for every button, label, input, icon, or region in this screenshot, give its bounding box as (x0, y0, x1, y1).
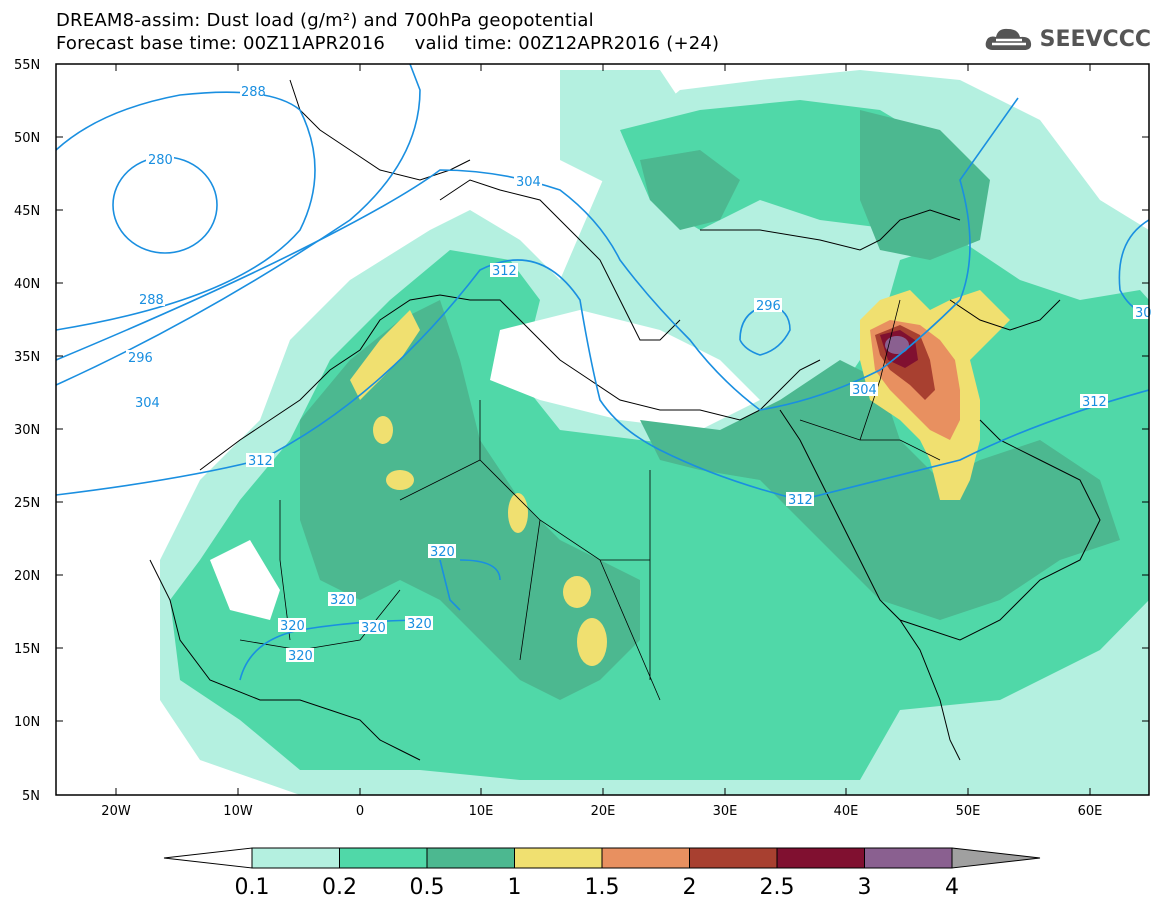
colorbar-label: 0.1 (235, 875, 270, 900)
contour-label: 30 (1135, 306, 1152, 321)
lon-label: 40E (834, 804, 859, 819)
lat-label: 35N (14, 350, 40, 365)
lat-label: 45N (14, 204, 40, 219)
colorbar-segment (251, 847, 340, 869)
colorbar-segment (514, 847, 603, 869)
lat-label: 30N (14, 423, 40, 438)
dust-region-peak (885, 336, 909, 354)
colorbar-segment (339, 847, 428, 869)
colorbar-segment (776, 847, 865, 869)
colorbar-label: 4 (945, 875, 959, 900)
colorbar-segment (864, 847, 953, 869)
lon-label: 50E (956, 804, 981, 819)
colorbar-label: 2 (683, 875, 697, 900)
lat-label: 5N (22, 789, 40, 804)
contour-label: 312 (1082, 395, 1107, 410)
contour-labels: 288 280 288 296 304 304 312 312 296 304 … (126, 84, 1152, 664)
lon-label: 10E (469, 804, 494, 819)
lon-label: 0 (356, 804, 364, 819)
lon-label: 60E (1078, 804, 1103, 819)
contour-label: 312 (248, 454, 273, 469)
contour-label: 288 (241, 85, 266, 100)
colorbar-label: 0.5 (410, 875, 445, 900)
colorbar: 0.1 0.2 0.5 1 1.5 2 2.5 3 4 (163, 847, 1041, 900)
contour-label: 312 (788, 493, 813, 508)
lat-label: 15N (14, 642, 40, 657)
colorbar-label: 3 (858, 875, 872, 900)
country-borders (239, 299, 941, 701)
map-title: DREAM8-assim: Dust load (g/m²) and 700hP… (56, 10, 594, 31)
lat-label: 10N (14, 715, 40, 730)
lon-label: 30E (713, 804, 738, 819)
contour-label: 304 (852, 383, 877, 398)
colorbar-segment (601, 847, 690, 869)
colorbar-right-arrow (951, 847, 1041, 869)
lat-label: 55N (14, 58, 40, 73)
lon-label: 20W (101, 804, 131, 819)
colorbar-label: 1.5 (585, 875, 620, 900)
contour-label: 296 (756, 299, 781, 314)
latitude-labels: 55N 50N 45N 40N 35N 30N 25N 20N 15N 10N … (14, 58, 40, 804)
contour-label: 320 (330, 593, 355, 608)
dust-region-yellow (350, 310, 420, 400)
contour-label: 304 (135, 396, 160, 411)
lat-label: 20N (14, 569, 40, 584)
lon-label: 20E (591, 804, 616, 819)
lon-label: 10W (223, 804, 253, 819)
contour-label: 320 (361, 621, 386, 636)
dust-field (56, 64, 1149, 795)
logo-text: SEEVCCC (1039, 26, 1151, 52)
colorbar-segment (426, 847, 515, 869)
contour-label: 312 (492, 264, 517, 279)
dust-region-high (300, 300, 640, 700)
contour-label: 320 (430, 545, 455, 560)
coastlines (149, 79, 1101, 761)
contour-label: 288 (139, 293, 164, 308)
contour-label: 304 (516, 175, 541, 190)
longitude-labels: 20W 10W 0 10E 20E 30E 40E 50E 60E (101, 804, 1102, 819)
forecast-time: Forecast base time: 00Z11APR2016 valid t… (56, 33, 720, 54)
lat-label: 25N (14, 496, 40, 511)
contour-label: 296 (128, 351, 153, 366)
lat-label: 40N (14, 277, 40, 292)
colorbar-label: 0.2 (322, 875, 357, 900)
contour-label: 320 (407, 617, 432, 632)
colorbar-left-arrow (163, 847, 253, 869)
colorbar-label: 1 (508, 875, 522, 900)
contour-label: 280 (148, 153, 173, 168)
axis-ticks (56, 63, 1149, 796)
cloud-icon (985, 28, 1031, 50)
contour-label: 320 (288, 649, 313, 664)
seevccc-logo: SEEVCCC (984, 26, 1151, 52)
colorbar-label: 2.5 (760, 875, 795, 900)
colorbar-segment (689, 847, 778, 869)
geopotential-contours (56, 64, 1149, 681)
lat-label: 50N (14, 131, 40, 146)
contour-label: 320 (280, 619, 305, 634)
